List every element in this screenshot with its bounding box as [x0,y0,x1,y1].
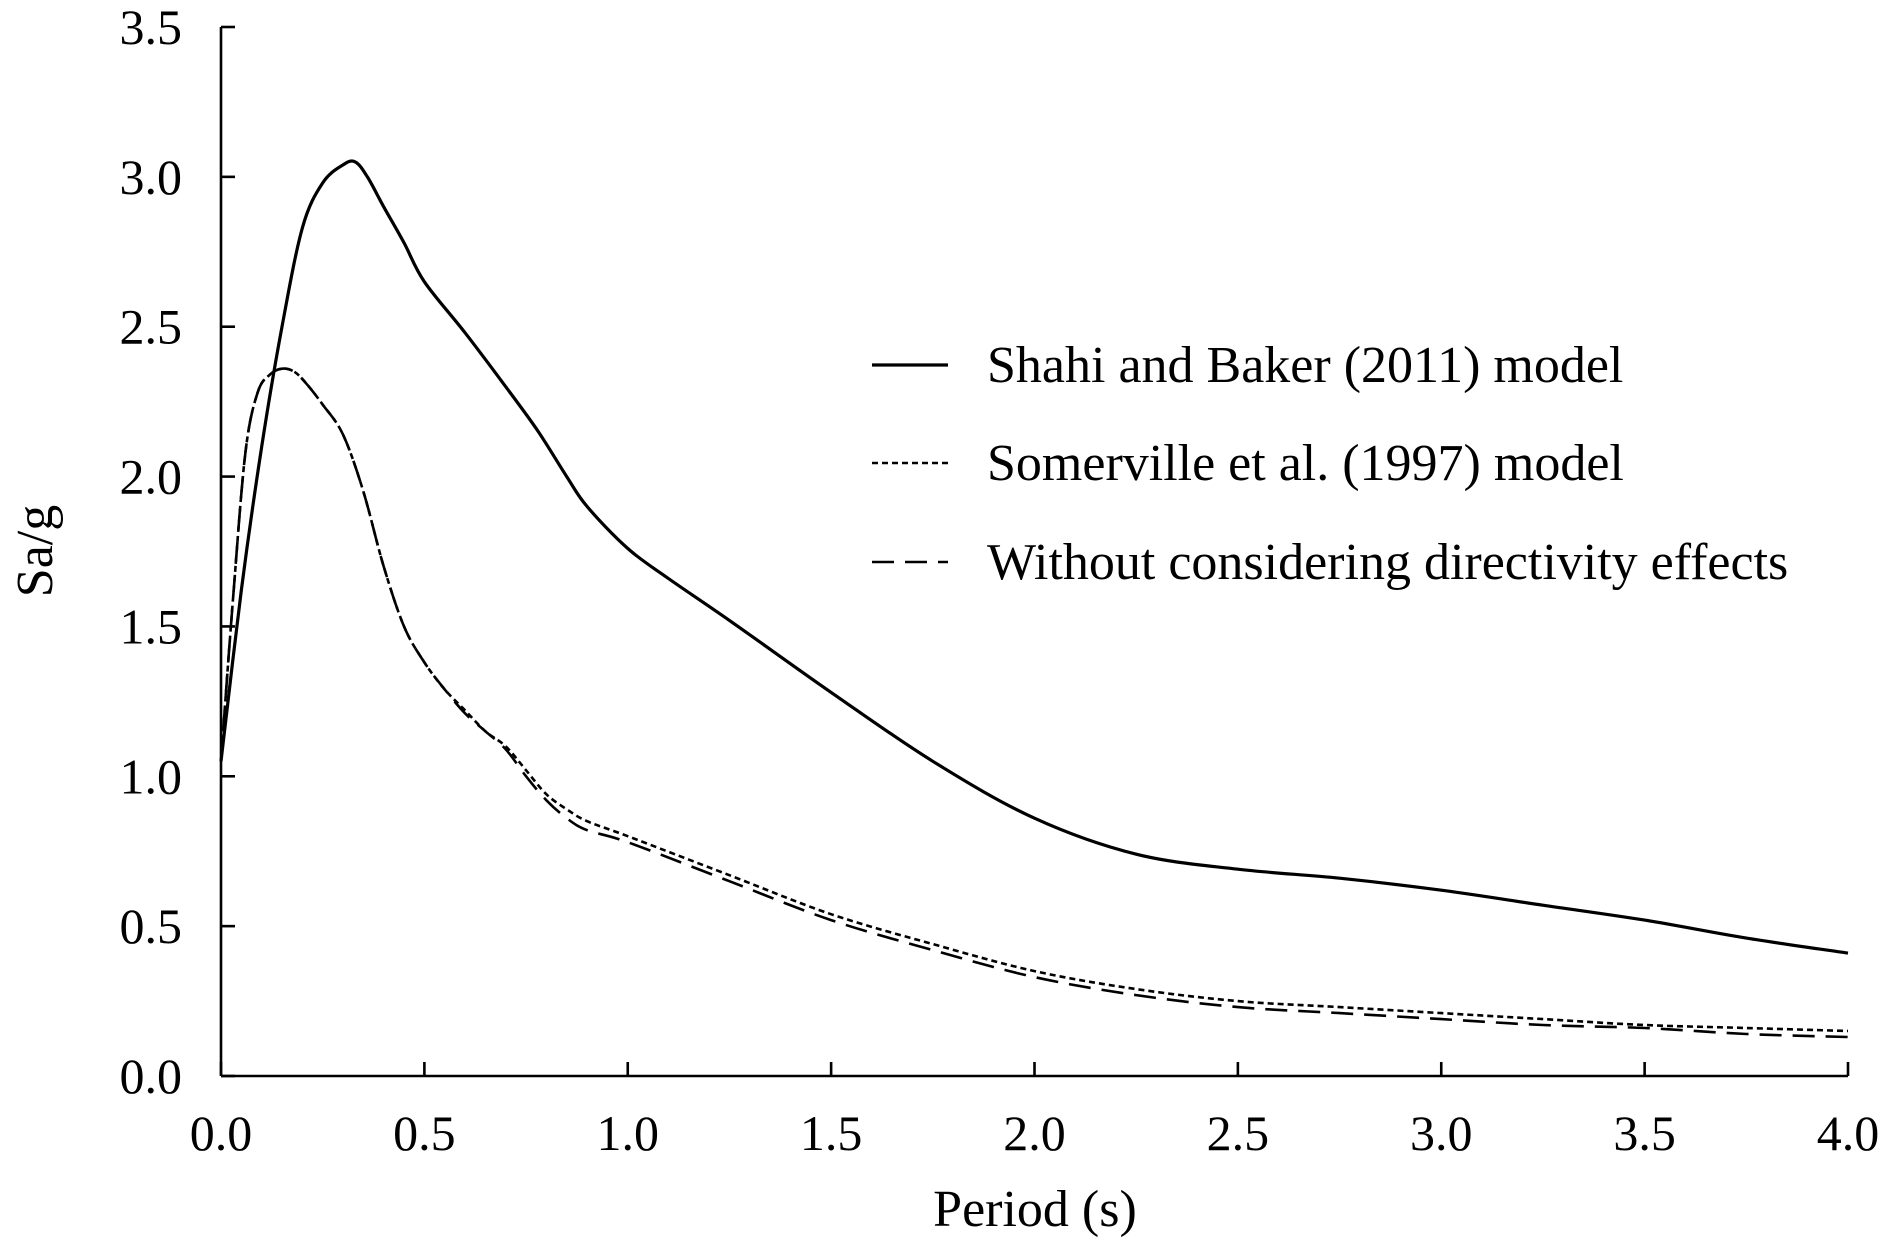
x-tick-label: 0.0 [190,1105,253,1161]
x-axis-title: Period (s) [933,1181,1137,1238]
y-tick-label: 0.5 [120,898,183,954]
x-tick-label: 4.0 [1817,1105,1880,1161]
series-line-dashed [219,367,1849,1039]
x-tick-label: 3.0 [1410,1105,1473,1161]
y-axis-title: Sa/g [7,505,64,597]
series-lines [219,159,1849,1039]
legend-label: Without considering directivity effects [987,534,1788,591]
x-tick-label: 2.0 [1003,1105,1066,1161]
y-tick-label: 2.5 [120,299,183,355]
y-tick-label: 1.5 [120,598,183,654]
y-tick-label: 2.0 [120,449,183,505]
x-tick-label: 3.5 [1613,1105,1676,1161]
legend: Shahi and Baker (2011) model Somerville e… [872,337,1788,591]
x-tick-label: 0.5 [393,1105,456,1161]
y-tick-label: 1.0 [120,748,183,804]
y-tick-label: 3.5 [120,0,183,55]
x-ticks: 0.0 0.5 1.0 1.5 2.0 2.5 3.0 3.5 4.0 [190,1062,1880,1161]
y-tick-label: 3.0 [120,149,183,205]
series-line-solid [219,159,1849,955]
legend-label: Somerville et al. (1997) model [987,435,1624,492]
x-tick-label: 2.5 [1207,1105,1270,1161]
x-tick-label: 1.5 [800,1105,863,1161]
x-tick-label: 1.0 [597,1105,660,1161]
y-ticks: 0.0 0.5 1.0 1.5 2.0 2.5 3.0 3.5 [120,0,235,1104]
legend-label: Shahi and Baker (2011) model [987,337,1623,394]
y-tick-label: 0.0 [120,1048,183,1104]
